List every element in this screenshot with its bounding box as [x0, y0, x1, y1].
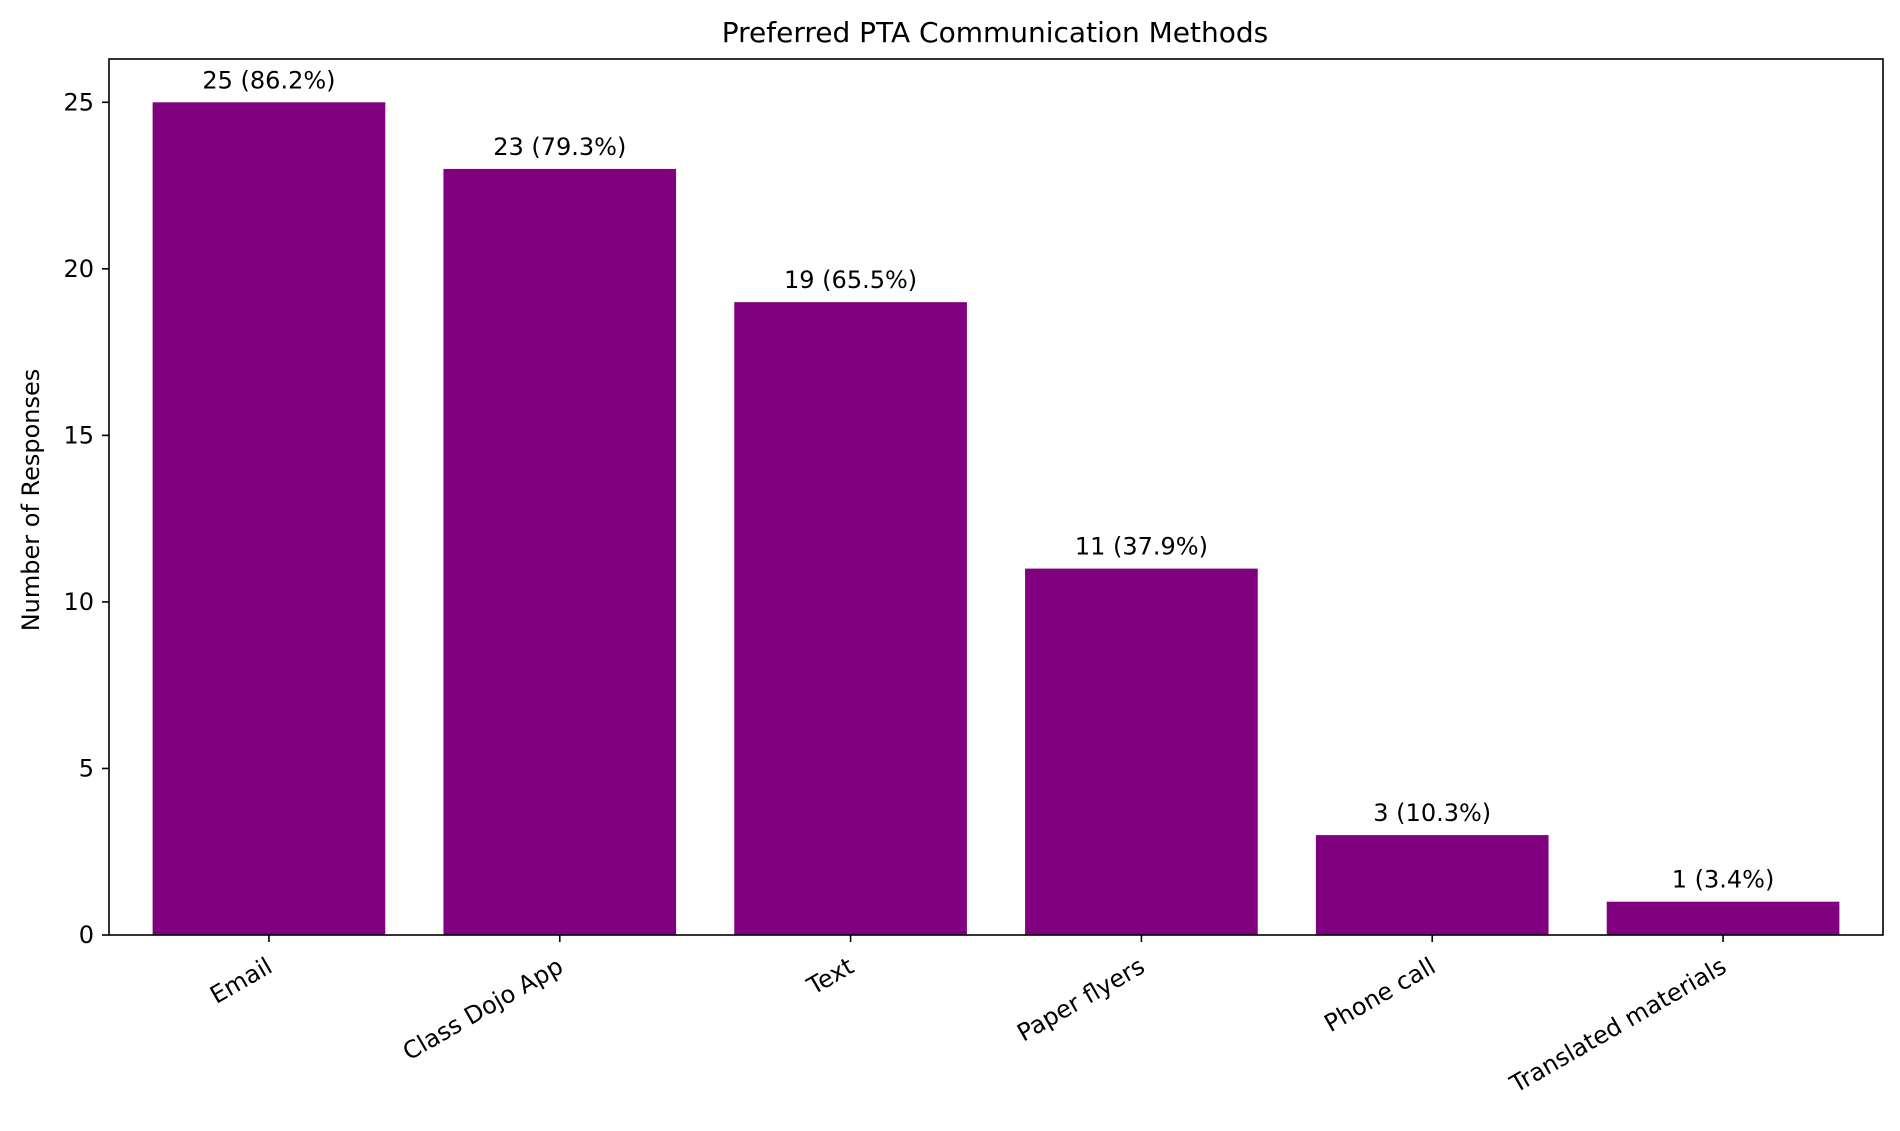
plot-frame — [108, 58, 1884, 936]
x-tick-label: Phone call — [1320, 952, 1441, 1038]
data-label: 23 (79.3%) — [493, 133, 626, 161]
data-label: 3 (10.3%) — [1373, 799, 1491, 827]
bar-text — [734, 302, 967, 935]
data-label: 19 (65.5%) — [784, 266, 917, 294]
bar-email — [152, 102, 386, 936]
x-axis: Email Class Dojo App Text Paper flyers Phone… — [205, 935, 1731, 1099]
data-label: 11 (37.9%) — [1075, 533, 1208, 561]
bar-phone-call — [1315, 835, 1549, 935]
y-tick-label: 10 — [63, 588, 94, 616]
data-labels-group: 25 (86.2%) 23 (79.3%) 19 (65.5%) 11 (37.9%)… — [202, 66, 1774, 893]
y-tick-label: 20 — [63, 255, 94, 283]
y-axis-label: Number of Responses — [17, 369, 45, 632]
chart-title: Preferred PTA Communication Methods — [722, 16, 1268, 49]
y-tick-label: 15 — [63, 421, 94, 449]
bar-class-dojo-app — [443, 168, 677, 936]
x-tick-label: Translated materials — [1504, 952, 1731, 1099]
x-tick-label: Class Dojo App — [398, 952, 568, 1066]
y-tick-label: 25 — [63, 88, 94, 116]
bars-group — [152, 102, 1840, 936]
data-label: 25 (86.2%) — [202, 66, 335, 94]
y-axis: 0 5 10 15 20 25 — [63, 88, 109, 949]
y-tick-label: 0 — [79, 921, 94, 949]
y-tick-label: 5 — [79, 754, 94, 782]
data-label: 1 (3.4%) — [1672, 866, 1775, 894]
bar-translated-materials — [1606, 901, 1840, 935]
x-tick-label: Text — [802, 952, 859, 1001]
x-tick-label: Paper flyers — [1012, 952, 1149, 1047]
bar-paper-flyers — [1025, 568, 1258, 935]
x-tick-label: Email — [205, 952, 277, 1010]
